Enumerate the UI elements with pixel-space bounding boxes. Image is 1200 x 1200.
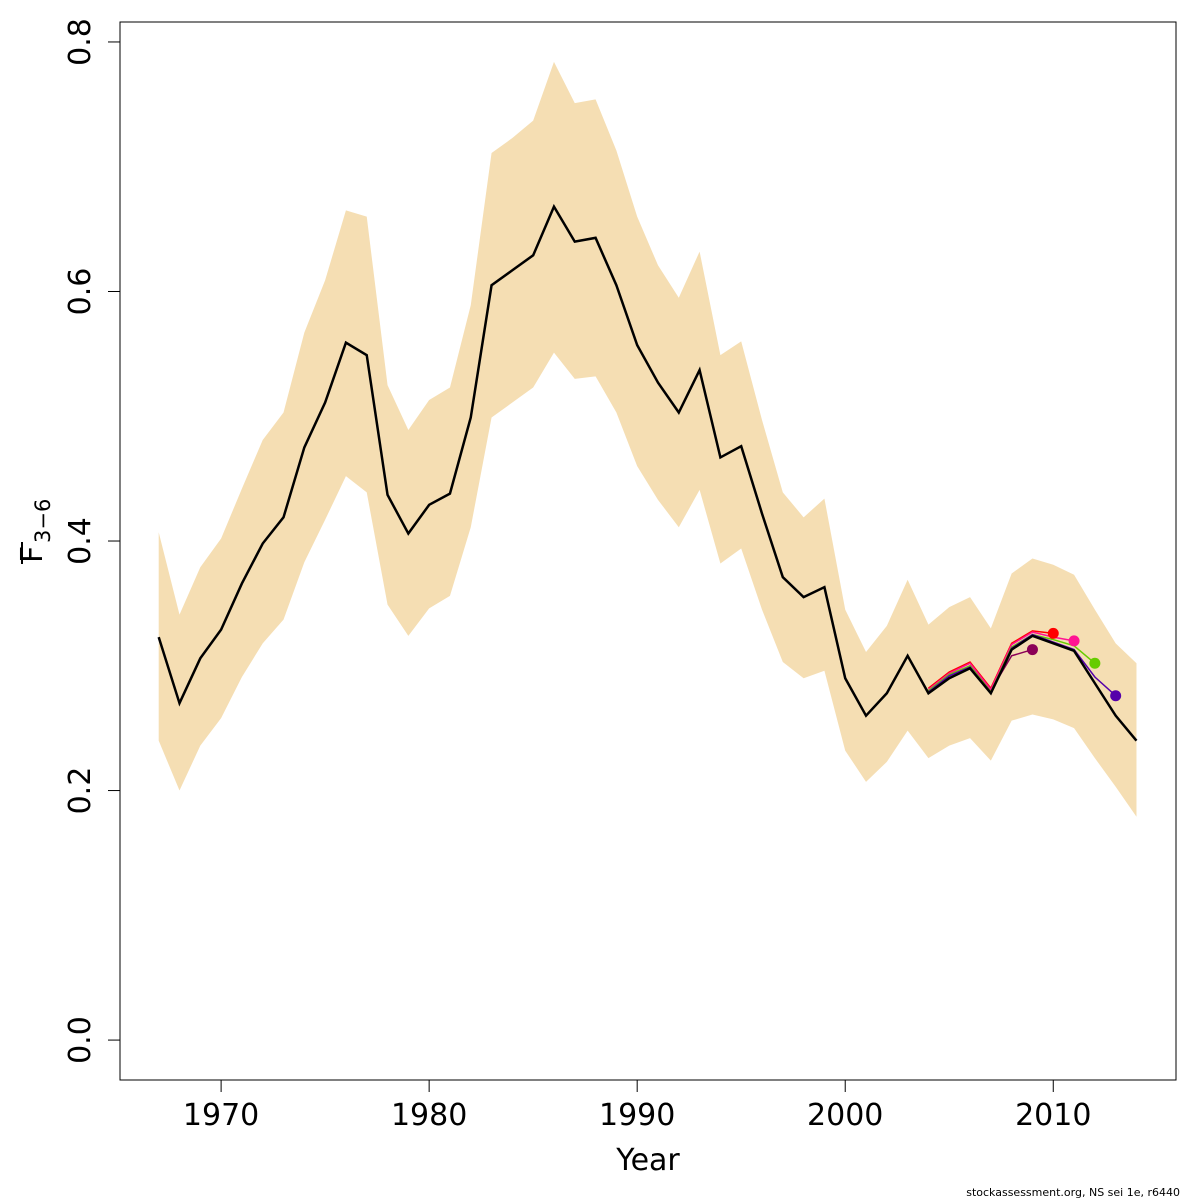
y-tick-label: 0.4: [63, 517, 98, 565]
x-tick-label: 1970: [183, 1098, 259, 1133]
retro-endpoint: [1026, 644, 1038, 656]
x-tick-label: 1990: [599, 1098, 675, 1133]
plot-area: [157, 61, 1138, 817]
retro-endpoint: [1068, 635, 1080, 647]
retro-endpoint: [1110, 690, 1122, 702]
y-tick-label-group: 0.4: [63, 517, 98, 565]
y-tick-label-group: 0.6: [63, 268, 98, 316]
y-tick-label-group: 0.0: [63, 1016, 98, 1064]
x-tick-label: 1980: [391, 1098, 467, 1133]
y-axis-label-sub: 3−6: [31, 499, 55, 543]
x-tick-label: 2000: [807, 1098, 883, 1133]
footnote: stockassessment.org, NS sei 1e, r6440: [966, 1186, 1180, 1199]
estimate-line: [157, 203, 1138, 742]
retro-line: [927, 633, 1096, 694]
y-tick-label-group: 0.8: [63, 18, 98, 66]
retro-endpoint: [1047, 627, 1059, 639]
y-tick-label: 0.2: [63, 767, 98, 815]
y-axis-label-main: F: [15, 546, 50, 563]
y-tick-label: 0.6: [63, 268, 98, 316]
y-tick-label: 0.0: [63, 1016, 98, 1064]
y-tick-label: 0.8: [63, 18, 98, 66]
x-tick-label: 2010: [1015, 1098, 1091, 1133]
y-axis-label: F 3−6: [15, 499, 55, 564]
y-tick-label-group: 0.2: [63, 767, 98, 815]
confidence-band: [158, 61, 1137, 817]
x-axis-label: Year: [615, 1143, 680, 1178]
retro-endpoint: [1089, 657, 1101, 669]
plot-box: [119, 21, 1177, 1081]
